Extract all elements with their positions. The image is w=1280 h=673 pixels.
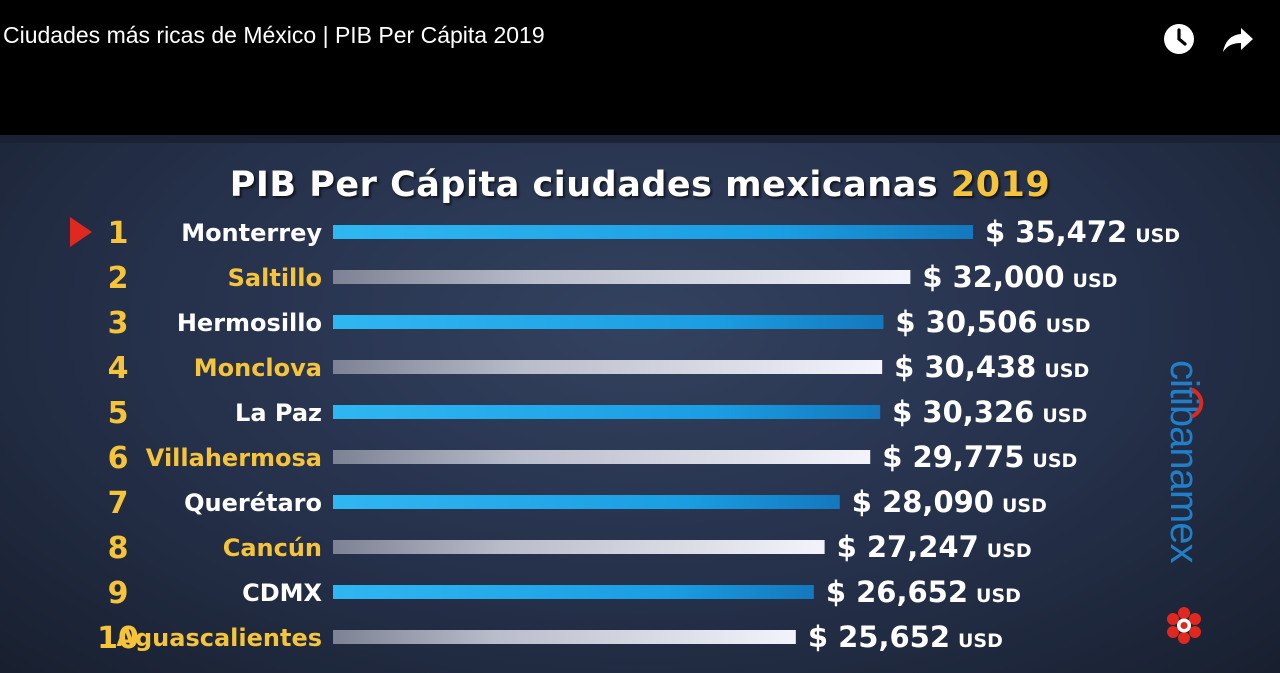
city-label: Saltillo [228, 264, 322, 292]
rank-label: 8 [108, 531, 129, 566]
value-amount: $ 26,652 [826, 575, 968, 609]
city-label: Aguascalientes [116, 624, 322, 652]
clock-icon[interactable] [1160, 20, 1198, 58]
city-label: Hermosillo [177, 309, 322, 337]
bar [333, 360, 883, 374]
value-unit: USD [1002, 495, 1047, 517]
city-label: CDMX [242, 579, 322, 607]
bar [333, 585, 814, 599]
video-frame[interactable]: PIB Per Cápita ciudades mexicanas 2019 1… [0, 135, 1280, 673]
bar [333, 405, 881, 419]
value-amount: $ 30,326 [892, 395, 1034, 429]
city-label: La Paz [235, 399, 322, 427]
value-unit: USD [987, 540, 1032, 562]
value-label: $ 30,438 USD [894, 350, 1089, 384]
value-label: $ 25,652 USD [808, 620, 1003, 654]
city-label: Cancún [223, 534, 322, 562]
rank-label: 5 [108, 396, 129, 431]
rank-label: 7 [108, 486, 129, 521]
value-amount: $ 32,000 [922, 260, 1064, 294]
value-amount: $ 25,652 [808, 620, 950, 654]
rank-label: 3 [108, 306, 129, 341]
rank-label: 4 [108, 351, 129, 386]
chart-title-year: 2019 [950, 165, 1051, 205]
value-label: $ 26,652 USD [826, 575, 1021, 609]
city-label: Villahermosa [146, 444, 322, 472]
rank-label: 10 [97, 621, 139, 656]
chart-title: PIB Per Cápita ciudades mexicanas 2019 [0, 163, 1280, 207]
rank-label: 6 [108, 441, 129, 476]
city-label: Monclova [194, 354, 322, 382]
value-unit: USD [1042, 405, 1087, 427]
value-amount: $ 30,506 [895, 305, 1037, 339]
bar [333, 315, 884, 329]
value-unit: USD [1073, 270, 1118, 292]
city-label: Monterrey [181, 219, 322, 247]
bar [333, 630, 796, 644]
video-title[interactable]: Ciudades más ricas de México | PIB Per C… [3, 22, 545, 48]
value-label: $ 30,506 USD [895, 305, 1090, 339]
highlight-marker-icon [70, 217, 92, 247]
value-unit: USD [1032, 450, 1077, 472]
video-top-bar: Ciudades más ricas de México | PIB Per C… [0, 0, 1280, 135]
rank-label: 1 [108, 216, 129, 251]
value-unit: USD [958, 630, 1003, 652]
citibanamex-logo: citibanamex [1158, 360, 1210, 650]
value-amount: $ 30,438 [894, 350, 1036, 384]
chart-title-text: PIB Per Cápita ciudades mexicanas [229, 165, 939, 205]
value-unit: USD [1044, 360, 1089, 382]
value-label: $ 29,775 USD [882, 440, 1077, 474]
value-unit: USD [976, 585, 1021, 607]
bar-chart: 1 Monterrey $ 35,472 USD 2 Saltillo $ 32,000 US… [70, 215, 1180, 656]
logo-emblem-icon [1167, 607, 1201, 644]
value-unit: USD [1046, 315, 1091, 337]
value-amount: $ 29,775 [882, 440, 1024, 474]
bar [333, 450, 871, 464]
value-amount: $ 27,247 [837, 530, 979, 564]
logo-arc-icon [1191, 388, 1204, 418]
value-unit: USD [1135, 225, 1180, 247]
value-amount: $ 28,090 [852, 485, 994, 519]
bar [333, 495, 840, 509]
value-label: $ 28,090 USD [852, 485, 1047, 519]
bar [333, 225, 973, 239]
rank-label: 9 [108, 576, 129, 611]
city-label: Querétaro [184, 489, 322, 517]
bar [333, 270, 911, 284]
value-label: $ 27,247 USD [837, 530, 1032, 564]
value-label: $ 30,326 USD [892, 395, 1087, 429]
bar [333, 540, 825, 554]
share-arrow-icon[interactable] [1219, 20, 1257, 58]
value-label: $ 32,000 USD [922, 260, 1117, 294]
value-label: $ 35,472 USD [985, 215, 1180, 249]
value-amount: $ 35,472 [985, 215, 1127, 249]
rank-label: 2 [108, 261, 129, 296]
